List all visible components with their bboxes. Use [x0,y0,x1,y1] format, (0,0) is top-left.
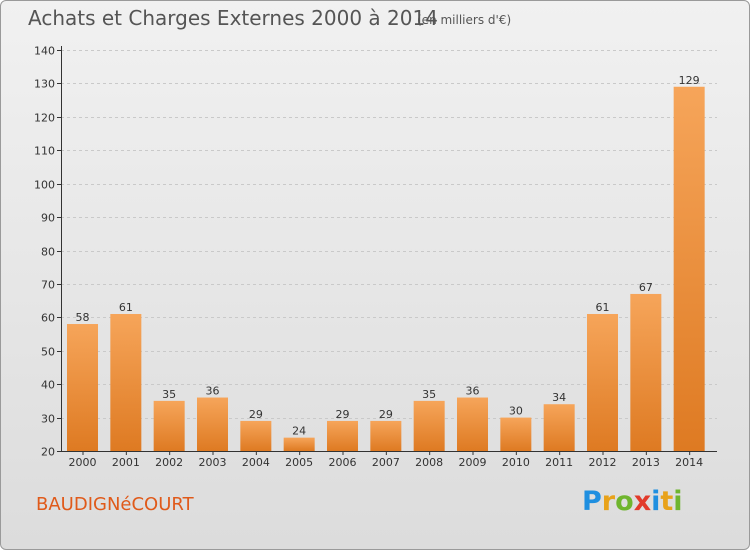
x-tick-label: 2012 [589,456,617,469]
y-tick-label: 140 [34,45,55,58]
bar-value-label: 24 [292,425,306,438]
y-tick-label: 100 [34,179,55,192]
bar [543,404,575,451]
bar [197,397,228,451]
axes: 20 30 40 50 60 70 80 90 100 110 120 130 140 2000 2001 2… [34,45,717,469]
bars: 58 61 35 36 29 24 29 29 35 36 30 34 61 67 129 [67,74,705,451]
y-tick-label: 130 [34,78,55,91]
x-tick-label: 2002 [155,456,183,469]
bar [500,417,532,451]
x-tick-label: 2006 [329,456,357,469]
bar-value-label: 67 [639,281,653,294]
x-tick-label: 2005 [285,456,313,469]
bar [327,420,358,451]
proxiti-logo: Proxiti [582,486,683,517]
x-tick-label: 2011 [545,456,573,469]
bar [153,400,185,451]
bar-value-label: 34 [552,391,566,404]
x-tick-label: 2007 [372,456,400,469]
bar-value-label: 61 [119,301,133,314]
x-tick-label: 2009 [459,456,487,469]
x-tick-label: 2008 [415,456,443,469]
gridlines [61,50,717,419]
bar [587,313,618,451]
y-tick-label: 110 [34,145,55,158]
bar [630,293,662,451]
bar-value-label: 36 [206,385,220,398]
x-tick-label: 2001 [112,456,140,469]
chart-subtitle: (en milliers d'€) [417,13,512,27]
bar-value-label: 29 [336,408,350,421]
bar [370,420,402,451]
bar-value-label: 36 [466,385,480,398]
town-name: BAUDIGNéCOURT [36,494,194,515]
bar [673,86,705,451]
bar [457,397,488,451]
x-tick-label: 2003 [199,456,227,469]
y-tick-label: 70 [41,279,55,292]
y-tick-label: 120 [34,112,55,125]
x-tick-label: 2010 [502,456,530,469]
bar [67,324,98,451]
y-tick-label: 40 [41,379,55,392]
bar-value-label: 29 [379,408,393,421]
bar-value-label: 35 [422,388,436,401]
bar [110,313,142,451]
x-tick-label: 2014 [675,456,703,469]
y-tick-label: 20 [41,446,55,459]
bar-value-label: 29 [249,408,263,421]
bar [413,400,445,451]
chart-title: Achats et Charges Externes 2000 à 2014 [28,6,438,30]
x-tick-label: 2000 [69,456,97,469]
bar-value-label: 35 [162,388,176,401]
bar [240,420,272,451]
y-tick-label: 30 [41,413,55,426]
bar-value-label: 61 [596,301,610,314]
bar [283,437,315,451]
x-tick-label: 2013 [632,456,660,469]
y-tick-label: 80 [41,246,55,259]
bar-value-label: 129 [679,74,700,87]
bar-value-label: 58 [76,311,90,324]
x-tick-label: 2004 [242,456,270,469]
y-tick-label: 50 [41,346,55,359]
y-tick-label: 90 [41,212,55,225]
bar-value-label: 30 [509,405,523,418]
y-tick-label: 60 [41,312,55,325]
